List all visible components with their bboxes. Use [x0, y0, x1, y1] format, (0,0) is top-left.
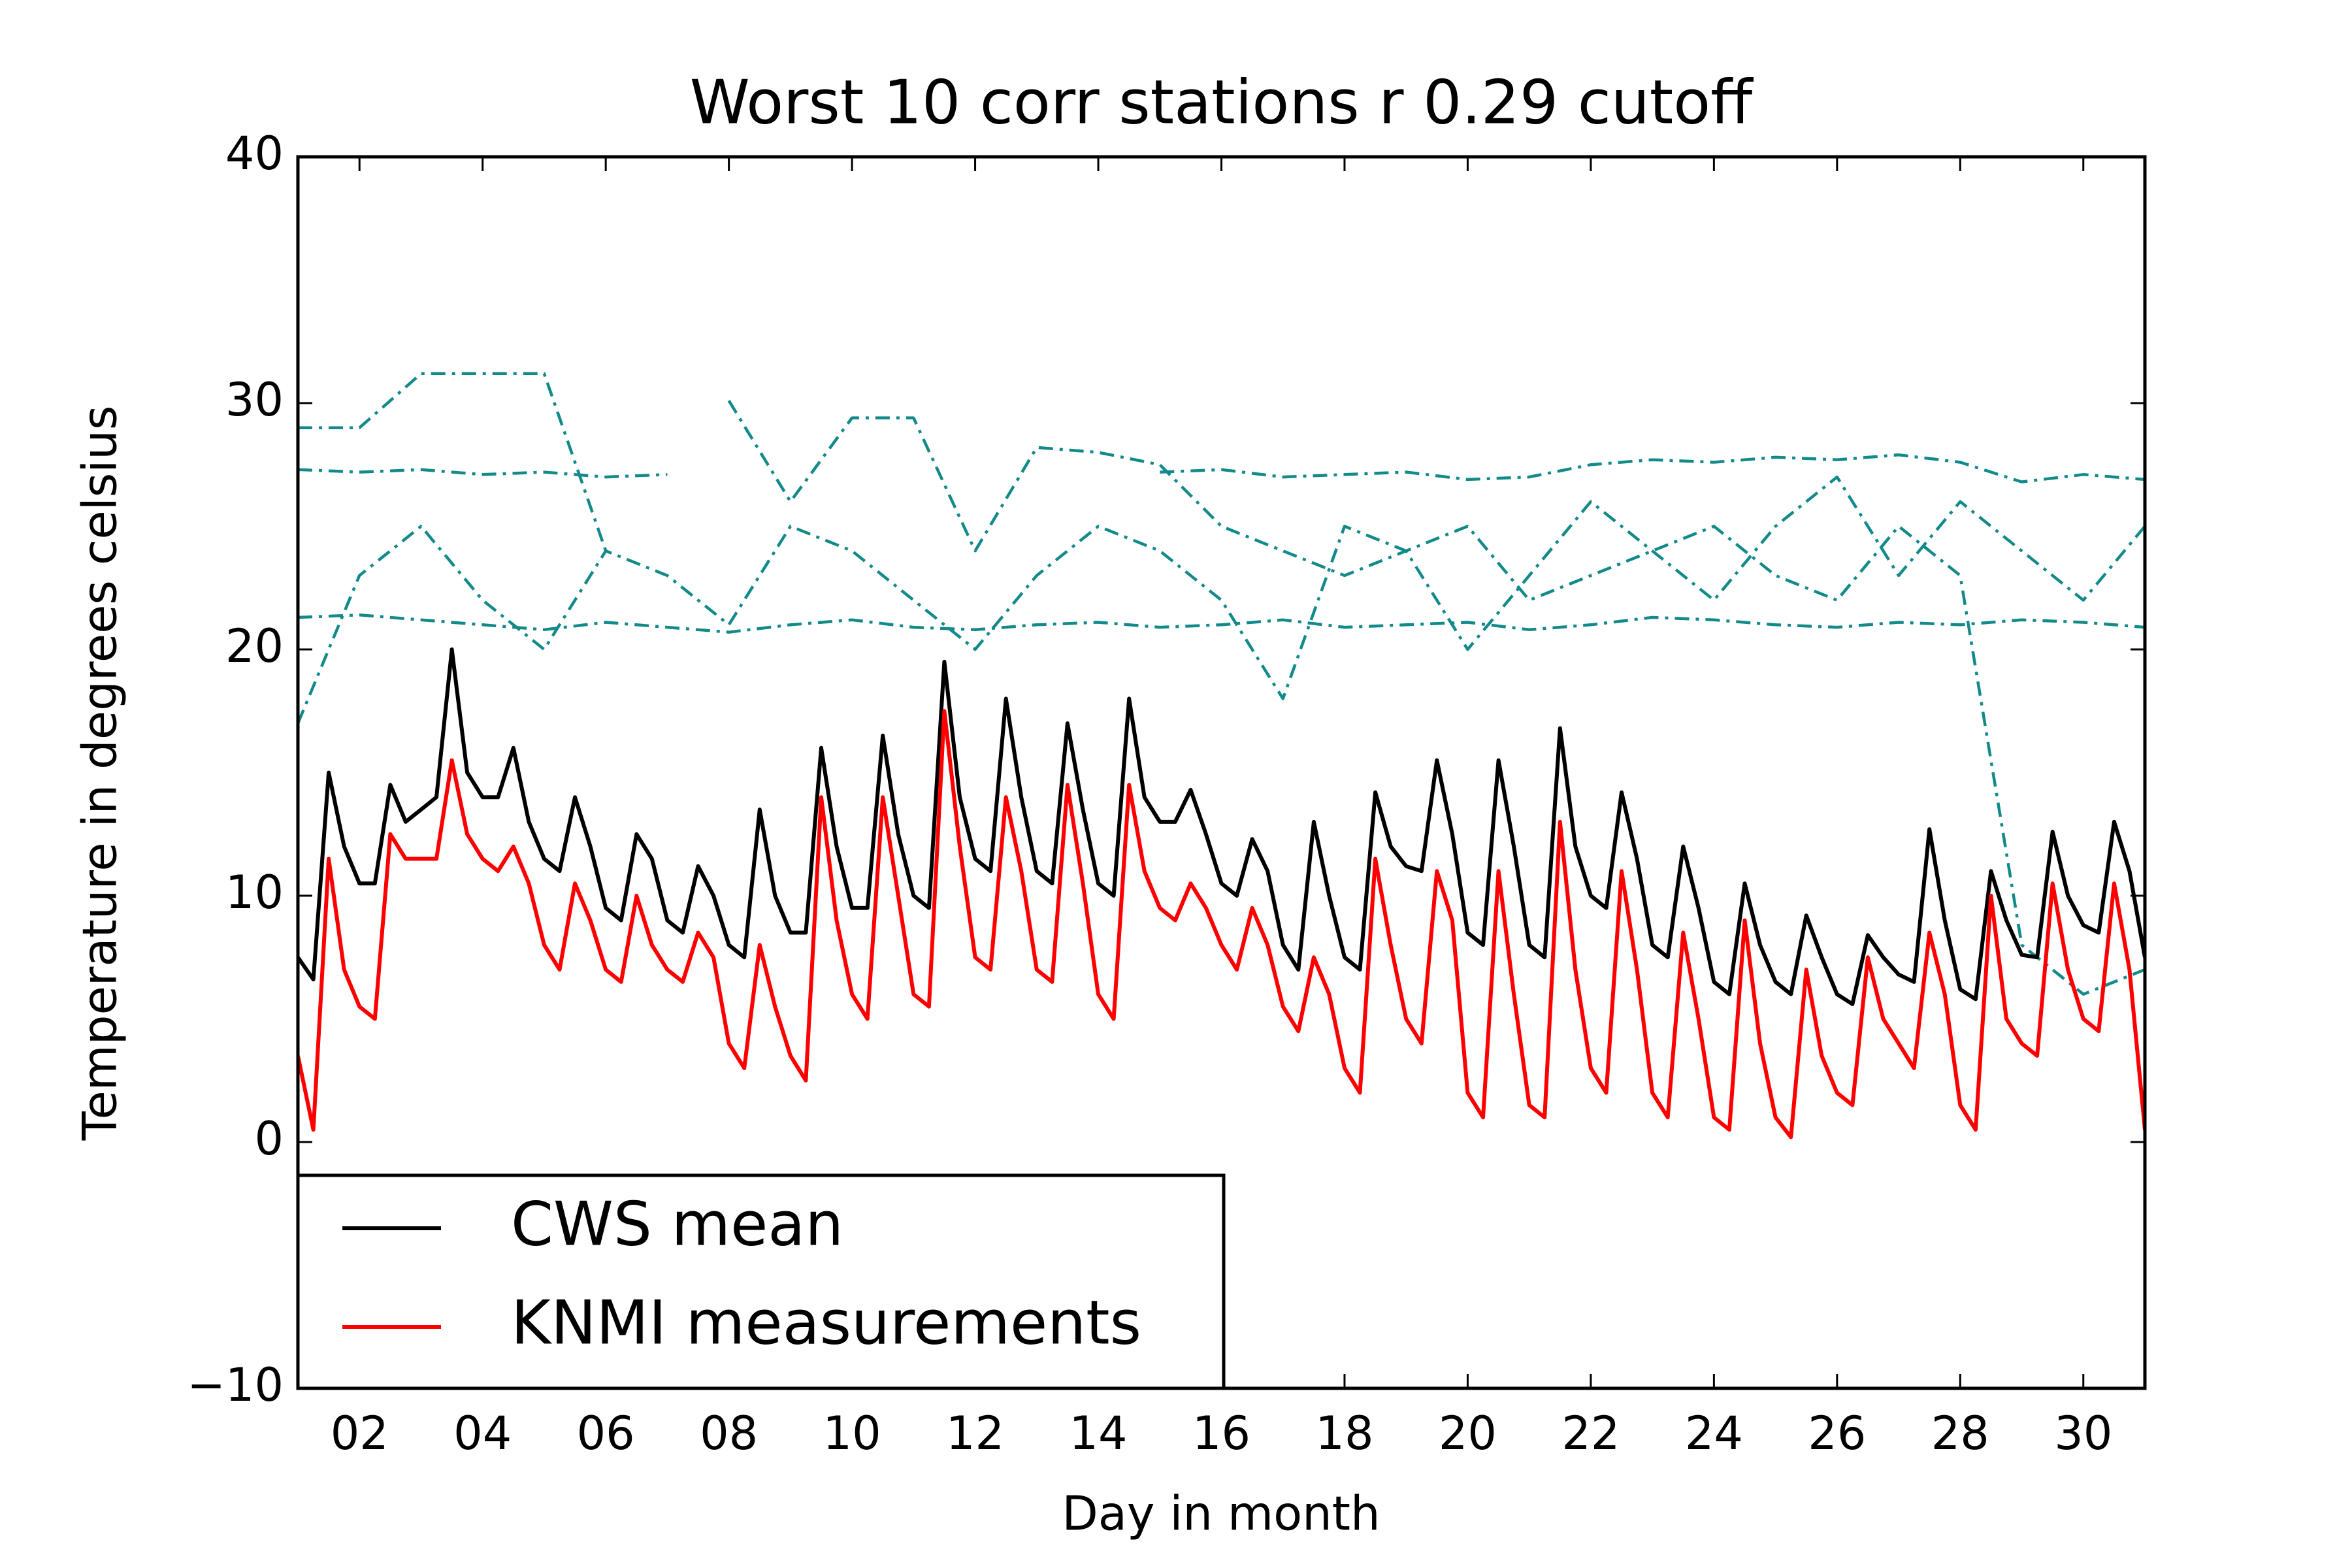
x-tick-label: 30	[2054, 1407, 2112, 1460]
y-axis-label: Temperature in degrees celsius	[73, 406, 127, 1141]
series-line	[298, 709, 2145, 1139]
station-line	[298, 453, 2145, 483]
x-axis-label: Day in month	[1062, 1486, 1380, 1541]
y-tick-label: 20	[225, 619, 284, 673]
chart-title: Worst 10 corr stations r 0.29 cutoff	[690, 67, 1754, 137]
y-tick-label: 40	[225, 127, 284, 180]
series-line	[298, 647, 2145, 1006]
legend-box	[296, 1173, 1226, 1390]
y-tick-label: 30	[225, 373, 284, 427]
station-line	[298, 613, 2145, 634]
x-tick-label: 18	[1315, 1407, 1373, 1460]
x-tick-label: 06	[577, 1407, 635, 1460]
station-line	[298, 475, 2145, 724]
y-tick-label: 10	[225, 866, 284, 919]
legend-label: KNMI measurements	[511, 1287, 1141, 1358]
overlay: −10 0 10 20 30 40 02 04 06 08 10 12 14 16 18 20 22 24 26 28…	[187, 127, 2147, 1460]
legend-label: CWS mean	[511, 1188, 843, 1259]
x-tick-label: 22	[1561, 1407, 1620, 1460]
x-tick-label: 24	[1685, 1407, 1743, 1460]
x-tick-label: 20	[1439, 1407, 1497, 1460]
x-tick-label: 28	[1931, 1407, 1989, 1460]
x-tick-label: 04	[453, 1407, 512, 1460]
x-tick-label: 16	[1192, 1407, 1250, 1460]
x-tick-label: 12	[946, 1407, 1004, 1460]
x-tick-label: 10	[823, 1407, 881, 1460]
plot-area	[298, 372, 2145, 1139]
x-tick-label: 26	[1808, 1407, 1866, 1460]
x-tick-label: 14	[1069, 1407, 1127, 1460]
x-tick-label: 08	[700, 1407, 758, 1460]
x-tick-label: 02	[331, 1407, 389, 1460]
y-tick-label: 0	[254, 1112, 284, 1166]
station-line	[298, 372, 2145, 996]
y-tick-label: −10	[187, 1358, 284, 1412]
